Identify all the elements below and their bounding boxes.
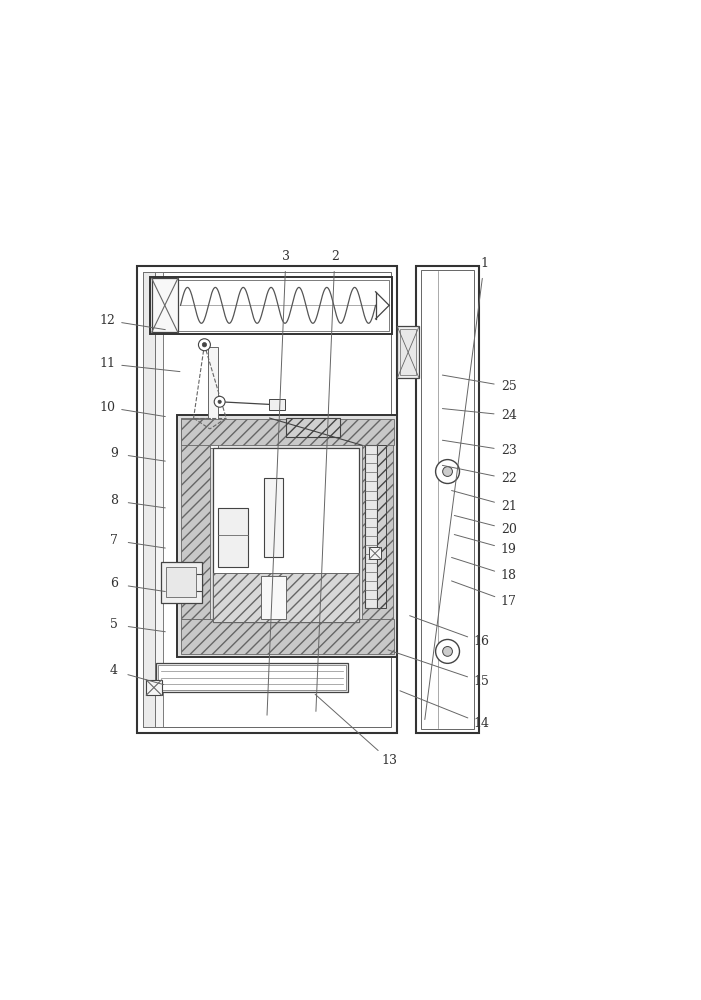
Bar bbox=[181, 619, 394, 654]
Text: 16: 16 bbox=[473, 635, 489, 648]
Bar bbox=[166, 567, 196, 597]
Bar bbox=[400, 329, 416, 375]
Circle shape bbox=[435, 639, 459, 663]
Bar bbox=[416, 266, 479, 733]
Text: 15: 15 bbox=[474, 675, 489, 688]
Bar bbox=[268, 399, 285, 410]
Bar bbox=[150, 277, 392, 334]
Circle shape bbox=[198, 339, 210, 351]
Bar bbox=[365, 445, 376, 608]
Bar bbox=[153, 280, 389, 331]
Bar bbox=[362, 440, 393, 619]
Text: 17: 17 bbox=[501, 595, 517, 608]
Bar bbox=[143, 272, 390, 727]
Bar bbox=[158, 665, 346, 690]
Bar bbox=[156, 663, 348, 692]
Text: 23: 23 bbox=[501, 444, 517, 457]
Bar bbox=[137, 266, 397, 733]
Bar bbox=[261, 576, 286, 619]
Bar bbox=[161, 562, 202, 603]
Text: 21: 21 bbox=[501, 500, 517, 513]
Bar bbox=[177, 415, 397, 657]
Bar bbox=[421, 270, 475, 729]
Bar bbox=[208, 347, 218, 448]
Bar bbox=[177, 574, 202, 591]
Bar bbox=[397, 326, 419, 378]
Text: 7: 7 bbox=[110, 534, 118, 547]
Text: 25: 25 bbox=[501, 380, 517, 393]
Text: 11: 11 bbox=[99, 357, 115, 370]
Text: 24: 24 bbox=[501, 409, 517, 422]
Circle shape bbox=[442, 647, 452, 656]
Text: 9: 9 bbox=[110, 447, 118, 460]
Text: 3: 3 bbox=[282, 250, 290, 263]
Text: 19: 19 bbox=[501, 543, 517, 556]
Text: 1: 1 bbox=[480, 257, 488, 270]
Text: 20: 20 bbox=[501, 523, 517, 536]
Text: 14: 14 bbox=[473, 717, 489, 730]
Text: 6: 6 bbox=[109, 577, 118, 590]
Text: 13: 13 bbox=[381, 754, 397, 767]
Text: 18: 18 bbox=[501, 569, 517, 582]
Bar bbox=[181, 418, 210, 619]
Circle shape bbox=[218, 400, 222, 403]
Bar bbox=[181, 419, 394, 445]
Bar bbox=[151, 278, 178, 332]
Bar bbox=[376, 445, 386, 608]
Text: 4: 4 bbox=[109, 664, 118, 677]
Bar bbox=[143, 272, 155, 727]
Text: 12: 12 bbox=[100, 314, 115, 327]
Bar bbox=[212, 573, 359, 622]
Circle shape bbox=[203, 343, 207, 347]
Circle shape bbox=[442, 467, 452, 476]
Bar bbox=[264, 478, 283, 557]
Circle shape bbox=[435, 460, 459, 483]
Bar bbox=[369, 547, 381, 559]
Bar bbox=[212, 448, 359, 622]
Text: 8: 8 bbox=[109, 494, 118, 507]
Text: 10: 10 bbox=[99, 401, 115, 414]
Bar bbox=[147, 680, 161, 695]
Circle shape bbox=[215, 396, 225, 407]
Polygon shape bbox=[286, 418, 340, 437]
Text: 2: 2 bbox=[331, 250, 339, 263]
Bar bbox=[218, 508, 248, 567]
Bar bbox=[155, 272, 163, 727]
Text: 5: 5 bbox=[110, 618, 118, 631]
Text: 22: 22 bbox=[501, 472, 517, 485]
